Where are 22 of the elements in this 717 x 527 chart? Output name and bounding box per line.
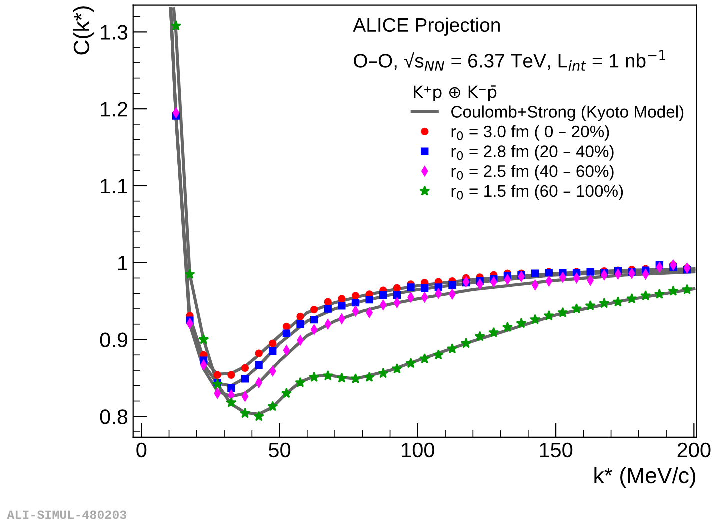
x-tick-label: 150 — [540, 442, 573, 458]
y-tick-label: 0.9 — [100, 332, 128, 348]
legend-label: r$_{0}$ = 1.5 fm (60 – 100%) — [452, 184, 624, 200]
y-tick-label: 0.8 — [100, 410, 128, 424]
y-tick-label: 1 — [118, 256, 128, 270]
x-tick-label: 0 — [136, 442, 147, 458]
x-tick-label: 200 — [678, 442, 711, 458]
text: O–O, √s$_{NN}$ = 6.37 TeV, L$_{int}$ = 1 nb$^{−1}$ — [354, 50, 666, 71]
legend-label: r$_{0}$ = 2.5 fm (40 – 60%) — [452, 165, 614, 181]
y-axis-title: C(k*) — [73, 6, 94, 55]
text: ALICE Projection — [353, 18, 500, 36]
text: ALI-SIMUL-480203 — [7, 510, 127, 520]
x-tick-label: 100 — [402, 442, 434, 458]
legend-label: r$_{0}$ = 3.0 fm ( 0 – 20%) — [452, 125, 610, 141]
legend-label: r$_{0}$ = 2.8 fm (20 – 40%) — [452, 145, 614, 161]
x-tick-label: 50 — [269, 442, 291, 458]
y-tick-label: 1.1 — [101, 179, 128, 194]
legend-label: Coulomb+Strong (Kyoto Model) — [452, 106, 684, 122]
y-tick-label: 1.3 — [101, 25, 128, 40]
legend-title: K⁺p ⊕ K⁻p̄ — [414, 86, 497, 102]
y-tick-label: 1.2 — [101, 102, 128, 117]
x-axis-title: k* (MeV/c) — [594, 467, 696, 488]
